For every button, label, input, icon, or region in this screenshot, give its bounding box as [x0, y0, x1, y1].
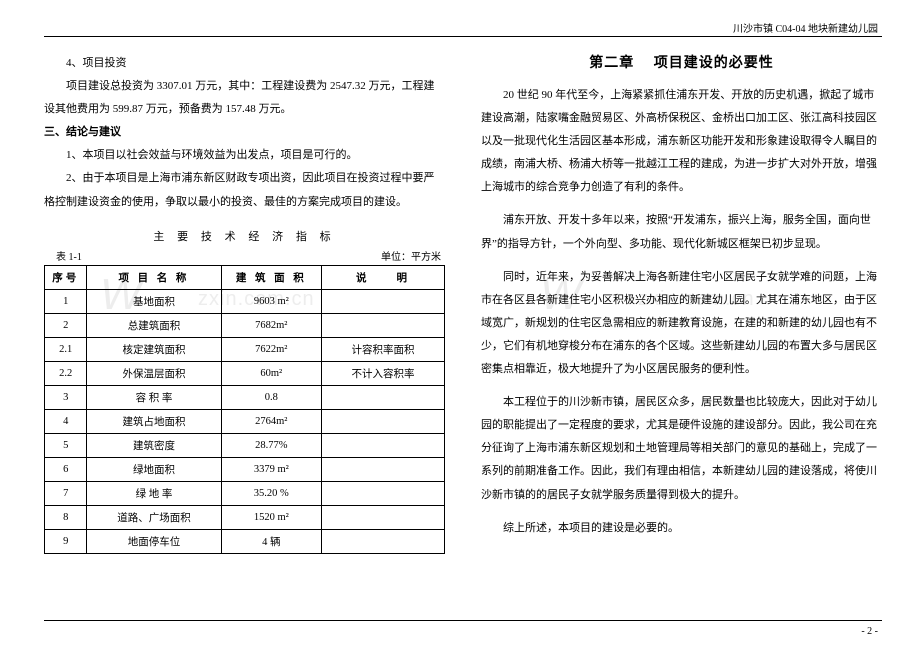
table-unit: 单位：平方米 [381, 248, 441, 263]
table-cell [322, 409, 445, 433]
right-p3: 同时，近年来，为妥善解决上海各新建住宅小区居民子女就学难的问题，上海市在各区县各… [481, 266, 882, 381]
table-cell: 绿 地 率 [87, 481, 221, 505]
chapter-title: 第二章 项目建设的必要性 [481, 52, 882, 72]
table-cell: 计容积率面积 [322, 337, 445, 361]
section-3-heading: 三、结论与建议 [44, 121, 445, 144]
table-cell [322, 505, 445, 529]
table-cell: 3 [45, 385, 87, 409]
page-columns: 4、项目投资 项目建设总投资为 3307.01 万元，其中：工程建设费为 254… [44, 52, 882, 615]
table-row: 2总建筑面积7682m² [45, 313, 445, 337]
table-row: 1基地面积9603 m² [45, 289, 445, 313]
table-cell: 2 [45, 313, 87, 337]
table-cell [322, 481, 445, 505]
table-cell: 2764m² [221, 409, 322, 433]
table-cell: 8 [45, 505, 87, 529]
table-title: 主 要 技 术 经 济 指 标 [44, 228, 445, 244]
table-row: 2.2外保温层面积60m²不计入容积率 [45, 361, 445, 385]
table-cell: 核定建筑面积 [87, 337, 221, 361]
table-cell: 4 [45, 409, 87, 433]
table-cell [322, 457, 445, 481]
table-cell: 7 [45, 481, 87, 505]
table-meta: 表 1-1 单位：平方米 [44, 248, 445, 265]
table-number: 表 1-1 [56, 248, 82, 263]
table-cell: 9 [45, 529, 87, 553]
table-cell: 总建筑面积 [87, 313, 221, 337]
th-desc: 说 明 [322, 265, 445, 289]
table-cell: 基地面积 [87, 289, 221, 313]
table-row: 9地面停车位4 辆 [45, 529, 445, 553]
table-header-row: 序号 项 目 名 称 建 筑 面 积 说 明 [45, 265, 445, 289]
table-cell: 35.20 % [221, 481, 322, 505]
table-cell: 7622m² [221, 337, 322, 361]
table-row: 3容 积 率0.8 [45, 385, 445, 409]
right-column: 第二章 项目建设的必要性 20 世纪 90 年代至今，上海紧紧抓住浦东开发、开放… [481, 52, 882, 615]
table-row: 4建筑占地面积2764m² [45, 409, 445, 433]
conclusion-2: 2、由于本项目是上海市浦东新区财政专项出资，因此项目在投资过程中要严格控制建设资… [44, 167, 445, 213]
table-cell [322, 529, 445, 553]
header-rule [44, 36, 882, 37]
table-cell: 建筑密度 [87, 433, 221, 457]
table-row: 6绿地面积3379 m² [45, 457, 445, 481]
table-cell [322, 385, 445, 409]
table-row: 7绿 地 率35.20 % [45, 481, 445, 505]
table-cell: 2.1 [45, 337, 87, 361]
right-p4: 本工程位于的川沙新市镇，居民区众多，居民数量也比较庞大，因此对于幼儿园的职能提出… [481, 391, 882, 506]
right-p1: 20 世纪 90 年代至今，上海紧紧抓住浦东开发、开放的历史机遇，掀起了城市建设… [481, 84, 882, 199]
table-cell: 外保温层面积 [87, 361, 221, 385]
item-4-body: 项目建设总投资为 3307.01 万元，其中：工程建设费为 2547.32 万元… [44, 75, 445, 121]
table-row: 2.1核定建筑面积7622m²计容积率面积 [45, 337, 445, 361]
table-cell: 地面停车位 [87, 529, 221, 553]
page-header: 川沙市镇 C04-04 地块新建幼儿园 [733, 20, 878, 35]
right-p5: 综上所述，本项目的建设是必要的。 [481, 517, 882, 540]
table-cell [322, 433, 445, 457]
conclusion-1: 1、本项目以社会效益与环境效益为出发点，项目是可行的。 [44, 144, 445, 167]
table-cell: 1 [45, 289, 87, 313]
table-cell: 4 辆 [221, 529, 322, 553]
table-cell: 1520 m² [221, 505, 322, 529]
table-row: 5建筑密度28.77% [45, 433, 445, 457]
page-number: - 2 - [861, 626, 878, 637]
table-cell: 60m² [221, 361, 322, 385]
th-seq: 序号 [45, 265, 87, 289]
table-row: 8道路、广场面积1520 m² [45, 505, 445, 529]
left-column: 4、项目投资 项目建设总投资为 3307.01 万元，其中：工程建设费为 254… [44, 52, 445, 615]
table-cell: 绿地面积 [87, 457, 221, 481]
table-cell [322, 289, 445, 313]
th-area: 建 筑 面 积 [221, 265, 322, 289]
tech-econ-table: 序号 项 目 名 称 建 筑 面 积 说 明 1基地面积9603 m²2总建筑面… [44, 265, 445, 554]
table-cell: 6 [45, 457, 87, 481]
table-cell: 9603 m² [221, 289, 322, 313]
table-cell: 不计入容积率 [322, 361, 445, 385]
table-cell: 28.77% [221, 433, 322, 457]
table-cell: 0.8 [221, 385, 322, 409]
table-cell: 3379 m² [221, 457, 322, 481]
th-name: 项 目 名 称 [87, 265, 221, 289]
item-4-label: 4、项目投资 [44, 52, 445, 75]
table-cell [322, 313, 445, 337]
table-cell: 5 [45, 433, 87, 457]
table-cell: 道路、广场面积 [87, 505, 221, 529]
table-cell: 容 积 率 [87, 385, 221, 409]
footer-rule [44, 620, 882, 621]
right-p2: 浦东开放、开发十多年以来，按照“开发浦东，振兴上海，服务全国，面向世界”的指导方… [481, 209, 882, 255]
table-cell: 建筑占地面积 [87, 409, 221, 433]
table-cell: 2.2 [45, 361, 87, 385]
table-cell: 7682m² [221, 313, 322, 337]
